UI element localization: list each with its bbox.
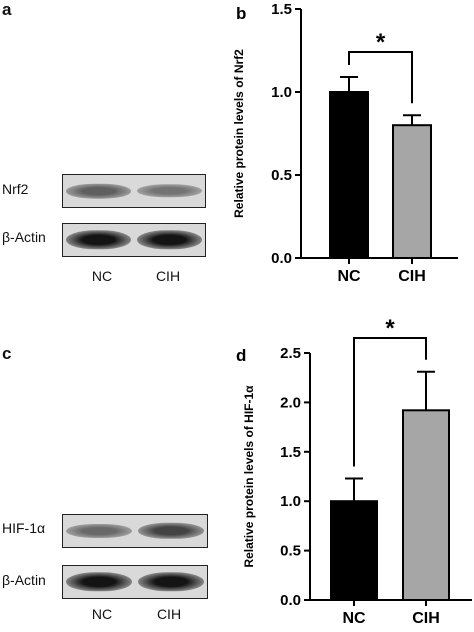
lane-label-nc-a: NC: [91, 268, 113, 284]
significance-marker: *: [385, 315, 395, 342]
y-tick-label: 0.5: [271, 167, 292, 184]
blot-label-nrf2: Nrf2: [2, 181, 29, 197]
significance-bracket: [353, 337, 427, 467]
y-tick-label: 1.0: [280, 493, 301, 510]
western-blot-actin-a: [62, 223, 206, 257]
panel-letter-a: a: [2, 0, 12, 19]
x-tick-label: CIH: [412, 610, 440, 627]
y-tick-label: 1.5: [271, 1, 292, 18]
y-tick-label: 2.5: [280, 345, 301, 362]
panel-letter-d: d: [236, 346, 246, 365]
bar-nc: [330, 500, 378, 602]
bar-cih: [392, 124, 432, 259]
blot-label-hif1a: HIF-1α: [2, 520, 46, 536]
blot-band-cih: [137, 230, 202, 250]
y-tick-label: 0.0: [271, 250, 292, 267]
y-tick-label: 2.0: [280, 394, 301, 411]
y-axis-label: Relative protein levels of Nrf2: [232, 49, 246, 218]
bar-cih: [402, 409, 450, 601]
x-tick-label: CIH: [398, 268, 426, 285]
western-blot-nrf2: [62, 174, 206, 208]
blot-band-nc: [66, 572, 132, 592]
nrf2-bar-chart: 0.0 0.5 1.0 1.5 Relative protein levels of N…: [232, 1, 458, 285]
significance-bracket: [348, 51, 413, 104]
y-axis-label: Relative protein levels of HIF-1α: [242, 385, 256, 568]
western-blot-hif1a: [62, 514, 208, 548]
lane-label-nc-c: NC: [91, 606, 113, 622]
hif1a-bar-chart: 0.0 0.5 1.0 1.5 2.0 2.5 Relative protein level…: [242, 315, 472, 627]
blot-band-nc: [66, 183, 131, 199]
blot-band-nc: [66, 524, 132, 538]
lane-label-cih-c: CIH: [156, 606, 182, 622]
x-tick-label: NC: [342, 610, 366, 627]
blot-label-actin-a: β-Actin: [2, 229, 46, 245]
blot-band-cih: [137, 184, 202, 198]
bar-nc: [329, 91, 369, 259]
blot-band-cih: [138, 522, 204, 540]
x-tick-label: NC: [337, 268, 361, 285]
panel-letter-b: b: [236, 4, 246, 23]
panel-letter-c: c: [2, 344, 12, 363]
y-tick-label: 0.5: [280, 543, 301, 560]
y-tick-label: 1.0: [271, 84, 292, 101]
lane-label-cih-a: CIH: [155, 268, 181, 284]
significance-marker: *: [376, 29, 386, 56]
y-tick-label: 0.0: [280, 592, 301, 609]
blot-label-actin-c: β-Actin: [2, 572, 46, 588]
y-tick-label: 1.5: [280, 444, 301, 461]
blot-band-cih: [138, 572, 204, 592]
western-blot-actin-c: [62, 565, 208, 599]
blot-band-nc: [66, 230, 131, 250]
